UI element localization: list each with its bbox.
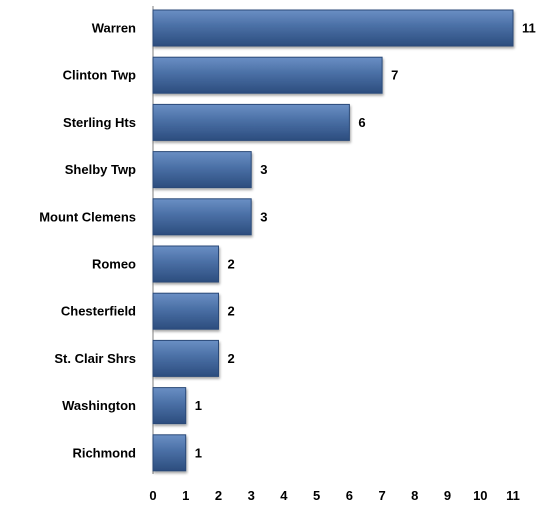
x-tick-label: 6 — [346, 488, 353, 503]
x-tick-label: 9 — [444, 488, 451, 503]
bar-romeo — [152, 245, 219, 283]
x-tick-labels: 0 1 2 3 4 5 6 7 8 9 10 11 — [149, 488, 519, 503]
bar-chesterfield — [152, 292, 219, 330]
category-labels: Warren Clinton Twp Sterling Hts Shelby Twp M… — [39, 21, 136, 461]
x-tick-label: 8 — [411, 488, 418, 503]
value-label: 2 — [228, 304, 235, 319]
value-label: 11 — [522, 21, 536, 36]
category-label: Sterling Hts — [63, 115, 136, 130]
x-tick-label: 11 — [506, 488, 520, 503]
category-label: Washington — [62, 398, 136, 413]
x-tick-label: 4 — [280, 488, 288, 503]
category-label: Clinton Twp — [63, 68, 136, 83]
x-tick-label: 3 — [248, 488, 255, 503]
bar-warren — [152, 9, 514, 47]
value-label: 7 — [391, 68, 398, 83]
bar-mount-clemens — [152, 198, 252, 236]
x-tick-label: 10 — [473, 488, 487, 503]
bar-richmond — [152, 434, 187, 472]
value-label: 6 — [358, 115, 365, 130]
value-label: 1 — [195, 445, 202, 460]
category-label: Warren — [92, 21, 136, 36]
x-tick-label: 7 — [378, 488, 385, 503]
bar-st-clair-shrs — [152, 339, 219, 377]
x-tick-label: 5 — [313, 488, 320, 503]
value-label: 3 — [260, 209, 267, 224]
value-label: 1 — [195, 398, 202, 413]
value-label: 3 — [260, 162, 267, 177]
bar-sterling-hts — [152, 103, 350, 141]
category-label: St. Clair Shrs — [54, 351, 136, 366]
category-label: Romeo — [92, 257, 136, 272]
x-tick-label: 1 — [182, 488, 189, 503]
category-label: Richmond — [72, 445, 136, 460]
bars-layer — [152, 9, 514, 472]
value-label: 2 — [228, 351, 235, 366]
x-tick-label: 0 — [149, 488, 156, 503]
x-tick-label: 2 — [215, 488, 222, 503]
category-label: Mount Clemens — [39, 209, 136, 224]
category-label: Shelby Twp — [65, 162, 136, 177]
bar-shelby-twp — [152, 151, 252, 189]
category-label: Chesterfield — [61, 304, 136, 319]
value-label: 2 — [228, 257, 235, 272]
bar-washington — [152, 387, 187, 425]
bar-clinton-twp — [152, 56, 383, 94]
